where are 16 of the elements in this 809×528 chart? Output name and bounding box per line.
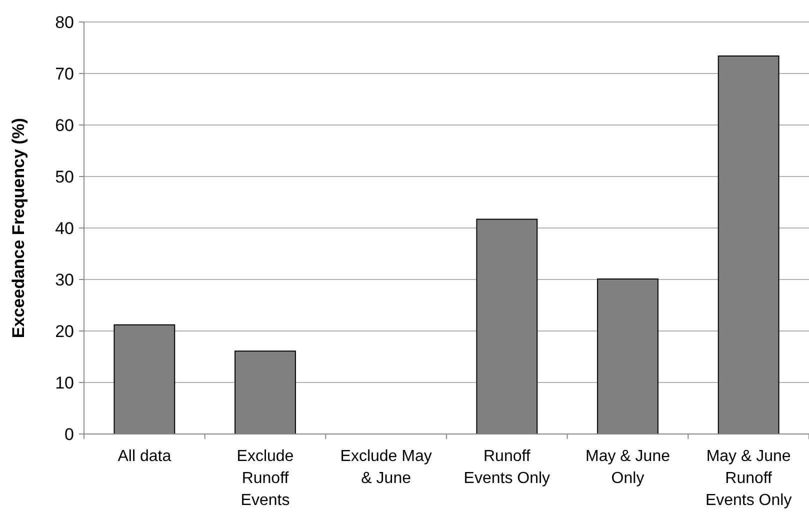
y-tick-label: 0: [64, 424, 74, 444]
y-tick-label: 80: [55, 12, 74, 32]
y-tick-label: 10: [55, 373, 74, 392]
y-tick-label: 40: [55, 218, 74, 238]
x-tick-label: May & June Runoff Events Only: [705, 448, 792, 509]
y-tick-label: 50: [55, 167, 74, 186]
x-tick-label: May & June Only: [586, 448, 670, 487]
y-tick-label: 30: [55, 270, 74, 290]
y-tick-label: 20: [55, 322, 74, 341]
x-tick-label: Exclude Runoff Events: [236, 448, 294, 509]
y-axis-title: Exceedance Frequency (%): [9, 118, 28, 338]
y-tick-label: 70: [55, 64, 74, 84]
x-tick-label: All data: [118, 448, 172, 465]
x-tick-label: Exclude May & June: [340, 448, 432, 487]
x-tick-label: Runoff Events Only: [464, 448, 550, 487]
y-tick-label: 60: [55, 116, 74, 135]
